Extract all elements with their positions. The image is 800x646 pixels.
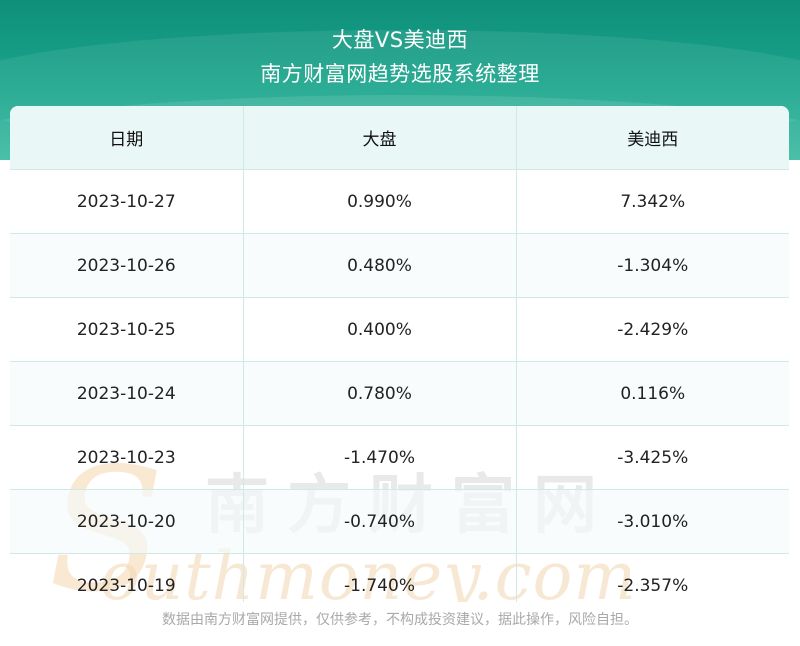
cell-date: 2023-10-25 [10, 297, 244, 362]
table-row: 2023-10-27 0.990% 7.342% [10, 169, 789, 234]
table-header-row: 日期 大盘 美迪西 [10, 106, 789, 170]
cell-date: 2023-10-20 [10, 489, 244, 554]
cell-market: 0.400% [243, 297, 517, 362]
table-row: 2023-10-25 0.400% -2.429% [10, 297, 789, 362]
page-title: 大盘VS美迪西 [331, 28, 469, 52]
table-row: 2023-10-19 -1.740% -2.357% [10, 553, 789, 602]
cell-market: 0.990% [243, 169, 517, 234]
cell-stock: -1.304% [516, 233, 789, 298]
cell-date: 2023-10-19 [10, 553, 244, 602]
comparison-card: S 南方财富网 outhmoney.com 日期 大盘 美迪西 2023-10-… [10, 106, 789, 602]
cell-date: 2023-10-23 [10, 425, 244, 490]
column-header-date: 日期 [10, 106, 244, 170]
table-row: 2023-10-23 -1.470% -3.425% [10, 425, 789, 490]
cell-market: 0.480% [243, 233, 517, 298]
cell-date: 2023-10-27 [10, 169, 244, 234]
cell-market: -1.740% [243, 553, 517, 602]
footer-disclaimer: 数据由南方财富网提供，仅供参考，不构成投资建议，据此操作，风险自担。 [162, 612, 638, 628]
cell-stock: -3.425% [516, 425, 789, 490]
cell-stock: -3.010% [516, 489, 789, 554]
table-row: 2023-10-20 -0.740% -3.010% [10, 489, 789, 554]
cell-stock: 7.342% [516, 169, 789, 234]
table-row: 2023-10-24 0.780% 0.116% [10, 361, 789, 426]
cell-stock: -2.357% [516, 553, 789, 602]
cell-date: 2023-10-24 [10, 361, 244, 426]
cell-market: -1.470% [243, 425, 517, 490]
column-header-stock: 美迪西 [516, 106, 789, 170]
comparison-table: 日期 大盘 美迪西 2023-10-27 0.990% 7.342% 2023-… [10, 106, 789, 602]
cell-market: 0.780% [243, 361, 517, 426]
column-header-market: 大盘 [243, 106, 517, 170]
table-row: 2023-10-26 0.480% -1.304% [10, 233, 789, 298]
header-banner: 大盘VS美迪西 南方财富网趋势选股系统整理 [0, 0, 800, 160]
cell-stock: -2.429% [516, 297, 789, 362]
page-subtitle: 南方财富网趋势选股系统整理 [260, 62, 540, 86]
cell-date: 2023-10-26 [10, 233, 244, 298]
cell-stock: 0.116% [516, 361, 789, 426]
cell-market: -0.740% [243, 489, 517, 554]
